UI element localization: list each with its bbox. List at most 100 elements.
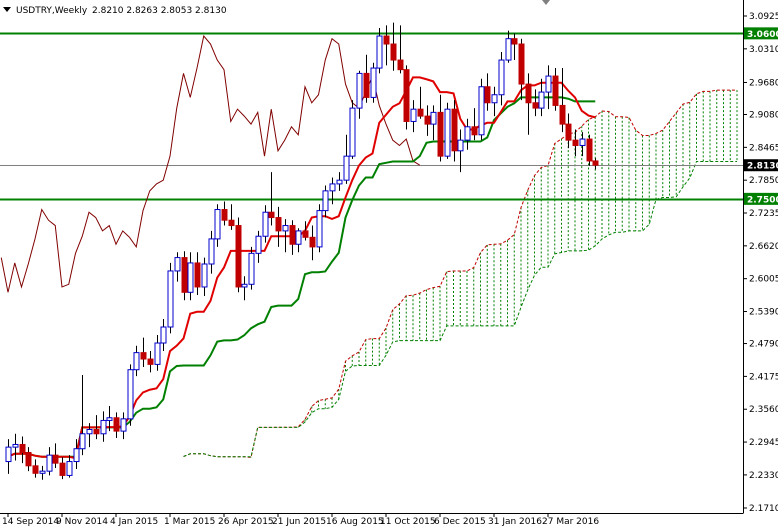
bear-candle: [268, 211, 275, 219]
bull-candle: [322, 190, 329, 212]
bull-candle: [336, 179, 343, 185]
bear-candle: [518, 43, 525, 85]
bull-candle: [120, 418, 127, 432]
y-tick-label: 2.6620: [749, 242, 778, 252]
bear-candle: [451, 108, 458, 152]
x-tick-label: 16 Aug 2015: [326, 517, 384, 527]
bear-candle: [181, 257, 188, 293]
bear-candle: [437, 111, 444, 157]
bull-candle: [160, 326, 167, 344]
bull-candle: [79, 433, 86, 450]
x-tick-label: 21 Jun 2015: [272, 517, 326, 527]
bear-candle: [275, 217, 282, 232]
bull-candle: [174, 257, 181, 272]
x-tick-label: 11 Oct 2015: [380, 517, 436, 527]
bear-candle: [19, 443, 26, 453]
bear-candle: [397, 59, 404, 71]
x-tick-label: 14 Sep 2014: [2, 517, 59, 527]
bull-candle: [255, 235, 262, 254]
bull-candle: [444, 108, 451, 157]
bear-candle: [532, 102, 539, 109]
level-badge-bg: [744, 192, 778, 205]
y-tick-label: 2.4175: [749, 372, 778, 382]
bull-candle: [106, 417, 113, 421]
bull-candle: [46, 454, 53, 472]
bull-candle: [538, 91, 545, 109]
bull-candle: [66, 461, 73, 476]
bear-candle: [511, 38, 518, 45]
bear-candle: [484, 86, 491, 104]
bull-candle: [498, 59, 505, 96]
bull-candle: [316, 210, 323, 248]
chart-frame: [0, 0, 744, 514]
bear-candle: [32, 465, 39, 474]
level-badge-bg: [744, 27, 778, 40]
x-tick-label: 6 Dec 2015: [434, 517, 486, 527]
bull-candle: [370, 67, 377, 98]
bull-candle: [410, 108, 417, 122]
bear-candle: [403, 69, 410, 122]
x-tick-label: 26 Apr 2015: [218, 517, 274, 527]
bear-candle: [221, 209, 228, 221]
y-tick-label: 2.4790: [749, 340, 778, 350]
bull-candle: [262, 211, 269, 237]
ohlc-label: 2.8210 2.8263 2.8053 2.8130: [92, 6, 227, 16]
level-badge: 2.7500: [747, 195, 778, 205]
bull-candle: [73, 448, 80, 463]
y-tick-label: 2.3560: [749, 405, 778, 415]
bull-candle: [214, 209, 221, 240]
symbol-label: USDTRY,Weekly: [16, 6, 88, 16]
bull-candle: [457, 139, 464, 152]
bear-candle: [552, 75, 559, 106]
bear-candle: [302, 230, 309, 238]
bull-candle: [154, 342, 161, 365]
bear-candle: [559, 104, 566, 125]
current-price-badge-bg: [744, 159, 778, 172]
y-tick-label: 2.6005: [749, 275, 778, 285]
bear-candle: [417, 108, 424, 117]
horizontal-levels: [0, 32, 743, 201]
bear-candle: [140, 352, 147, 360]
price-badges: 3.0600 2.7500 2.8130: [744, 27, 778, 205]
bull-candle: [133, 352, 140, 371]
y-tick-label: 3.0925: [749, 12, 778, 22]
y-tick-label: 2.1710: [749, 504, 778, 514]
x-tick-label: 9 Nov 2014: [56, 517, 108, 527]
y-tick-label: 2.9080: [749, 111, 778, 121]
bear-candle: [592, 160, 599, 166]
y-tick-label: 2.8465: [749, 143, 778, 153]
bull-candle: [343, 155, 350, 181]
bull-candle: [127, 369, 134, 420]
y-tick-label: 3.0310: [749, 45, 778, 55]
bull-candle: [5, 446, 12, 463]
y-tick-label: 2.7235: [749, 209, 778, 219]
y-tick-label: 2.5390: [749, 308, 778, 318]
chart-header: USDTRY,Weekly 2.8210 2.8263 2.8053 2.813…: [3, 0, 550, 16]
dropdown-triangle-icon[interactable]: [3, 7, 11, 12]
bear-candle: [471, 126, 478, 136]
bull-candle: [201, 263, 208, 288]
chikou-span-line: [0, 34, 421, 293]
current-price-badge: 2.8130: [747, 162, 778, 172]
bear-candle: [194, 262, 201, 288]
bear-candle: [52, 454, 59, 464]
level-badge: 3.0600: [747, 30, 778, 40]
bear-candle: [228, 219, 235, 227]
bull-candle: [282, 225, 289, 232]
bear-candle: [565, 123, 572, 141]
bull-candle: [248, 252, 255, 285]
bull-candle: [505, 38, 512, 61]
bull-candle: [295, 230, 302, 245]
bull-candle: [430, 111, 437, 125]
y-tick-label: 2.9680: [749, 78, 778, 88]
bull-candle: [478, 86, 485, 136]
bear-candle: [93, 429, 100, 435]
shift-marker-icon[interactable]: [542, 0, 550, 5]
bear-candle: [309, 236, 316, 248]
bull-candle: [12, 443, 19, 448]
x-tick-label: 27 Mar 2016: [542, 517, 599, 527]
bull-candle: [349, 107, 356, 157]
